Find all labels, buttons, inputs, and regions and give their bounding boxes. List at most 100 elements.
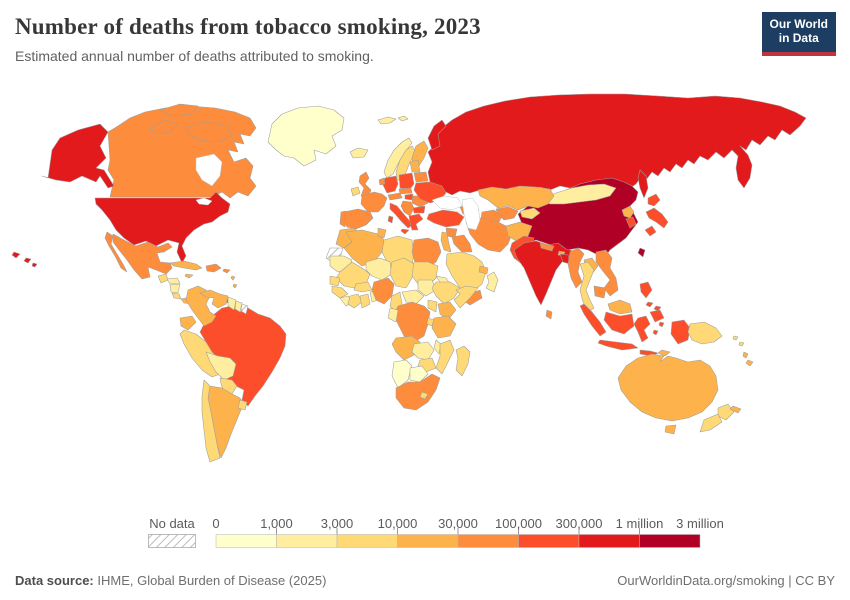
country-greece[interactable]: [408, 213, 424, 231]
country-turkey[interactable]: [426, 209, 465, 228]
country-ethiopia[interactable]: [431, 281, 461, 305]
country-levant[interactable]: [440, 231, 452, 253]
country-kenya[interactable]: [437, 301, 457, 321]
country-hispaniola[interactable]: [205, 263, 222, 273]
country-papua-new-guinea[interactable]: [687, 321, 723, 345]
country-czech-slovakia[interactable]: [398, 187, 413, 195]
country-philippines-visayas[interactable]: [645, 301, 662, 312]
country-poland[interactable]: [398, 172, 415, 190]
country-japan-honshu[interactable]: [645, 207, 669, 229]
country-tasmania[interactable]: [664, 424, 677, 435]
country-malawi[interactable]: [433, 339, 442, 355]
country-uruguay[interactable]: [237, 399, 248, 411]
country-tunisia[interactable]: [377, 227, 387, 239]
country-guyana[interactable]: [227, 296, 237, 311]
country-myanmar[interactable]: [567, 247, 585, 289]
country-puerto-rico[interactable]: [222, 268, 231, 274]
country-france[interactable]: [360, 191, 388, 213]
country-niger[interactable]: [365, 257, 393, 281]
country-somalia[interactable]: [453, 285, 479, 309]
country-usa-alaska[interactable]: [41, 123, 115, 189]
country-philippines-mindanao[interactable]: [649, 309, 665, 323]
country-fiji[interactable]: [745, 359, 754, 367]
country-kyrgyzstan-tajikistan[interactable]: [519, 207, 541, 220]
country-nicaragua[interactable]: [169, 283, 181, 294]
country-ivory-coast[interactable]: [347, 293, 363, 309]
country-chad[interactable]: [389, 257, 415, 289]
country-india[interactable]: [513, 240, 577, 306]
country-portugal[interactable]: [339, 210, 347, 228]
country-angola[interactable]: [391, 335, 421, 361]
legend-swatch-7[interactable]: [578, 534, 640, 548]
country-nigeria[interactable]: [371, 277, 395, 305]
country-sri-lanka[interactable]: [545, 309, 553, 320]
country-madagascar[interactable]: [455, 345, 471, 377]
country-saudi-arabia[interactable]: [445, 251, 487, 293]
country-ecuador[interactable]: [179, 315, 197, 331]
country-jamaica[interactable]: [184, 273, 194, 279]
country-russia-novaya-zemlya[interactable]: [427, 119, 447, 151]
country-belarus[interactable]: [413, 171, 429, 183]
country-usa-hawaii[interactable]: [11, 251, 38, 268]
country-canada-baffin[interactable]: [184, 121, 233, 143]
country-svalbard[interactable]: [377, 115, 409, 125]
country-hungary[interactable]: [404, 193, 414, 201]
country-ireland[interactable]: [350, 186, 361, 197]
country-vietnam[interactable]: [595, 249, 619, 297]
country-australia[interactable]: [617, 353, 719, 422]
country-mexico-baja[interactable]: [104, 231, 128, 273]
country-honduras[interactable]: [166, 277, 181, 285]
country-kazakhstan[interactable]: [477, 185, 555, 211]
country-lesser-antilles[interactable]: [230, 275, 238, 289]
country-benelux[interactable]: [378, 177, 386, 186]
legend-swatch-3[interactable]: [336, 534, 398, 548]
legend-swatch-4[interactable]: [397, 534, 459, 548]
country-guinea[interactable]: [331, 285, 349, 299]
legend-swatch-2[interactable]: [276, 534, 338, 548]
country-south-africa[interactable]: [395, 373, 441, 411]
legend-no-data-swatch[interactable]: [148, 534, 196, 548]
country-south-sudan[interactable]: [417, 279, 437, 297]
country-japan-kyushu[interactable]: [644, 225, 657, 237]
country-italy-islands[interactable]: [387, 215, 410, 235]
country-vanuatu[interactable]: [742, 351, 749, 359]
country-taiwan[interactable]: [637, 247, 646, 258]
country-spain[interactable]: [341, 208, 374, 230]
country-malaysia-borneo[interactable]: [607, 299, 633, 315]
legend-swatch-6[interactable]: [518, 534, 580, 548]
country-japan-hokkaido[interactable]: [647, 193, 661, 207]
legend-swatch-5[interactable]: [457, 534, 519, 548]
country-iceland[interactable]: [349, 147, 369, 159]
country-canada-arctic-islands[interactable]: [149, 119, 179, 135]
country-cuba[interactable]: [169, 260, 203, 271]
country-philippines-luzon[interactable]: [639, 281, 653, 299]
country-zambia[interactable]: [411, 341, 435, 361]
country-north-korea[interactable]: [621, 205, 635, 219]
owid-link[interactable]: OurWorldinData.org/smoking | CC BY: [617, 573, 835, 588]
country-botswana[interactable]: [409, 365, 429, 383]
country-bulgaria[interactable]: [412, 205, 426, 214]
country-mozambique[interactable]: [435, 339, 455, 375]
country-mexico[interactable]: [112, 233, 173, 280]
country-rwanda-burundi[interactable]: [426, 317, 435, 327]
country-oman[interactable]: [485, 271, 499, 293]
country-usa[interactable]: [94, 191, 231, 264]
legend-swatch-1[interactable]: [215, 534, 277, 548]
country-drc[interactable]: [393, 301, 431, 343]
country-cambodia[interactable]: [593, 285, 607, 299]
country-solomon-islands[interactable]: [732, 335, 745, 347]
country-nepal[interactable]: [539, 242, 555, 252]
country-indonesia-sulawesi[interactable]: [633, 315, 651, 343]
country-costa-rica[interactable]: [171, 292, 182, 300]
country-thailand[interactable]: [579, 261, 595, 313]
country-new-caledonia[interactable]: [729, 405, 742, 414]
country-indonesia-java[interactable]: [597, 339, 639, 351]
country-new-zealand-south[interactable]: [699, 413, 723, 433]
country-indonesia-kalimantan[interactable]: [603, 311, 635, 335]
country-indonesia-lesser-sunda[interactable]: [639, 321, 665, 357]
country-uganda[interactable]: [427, 299, 438, 313]
country-indonesia-papua[interactable]: [670, 319, 691, 345]
country-namibia[interactable]: [391, 359, 413, 389]
country-tanzania[interactable]: [431, 315, 457, 339]
country-norway[interactable]: [383, 137, 413, 179]
